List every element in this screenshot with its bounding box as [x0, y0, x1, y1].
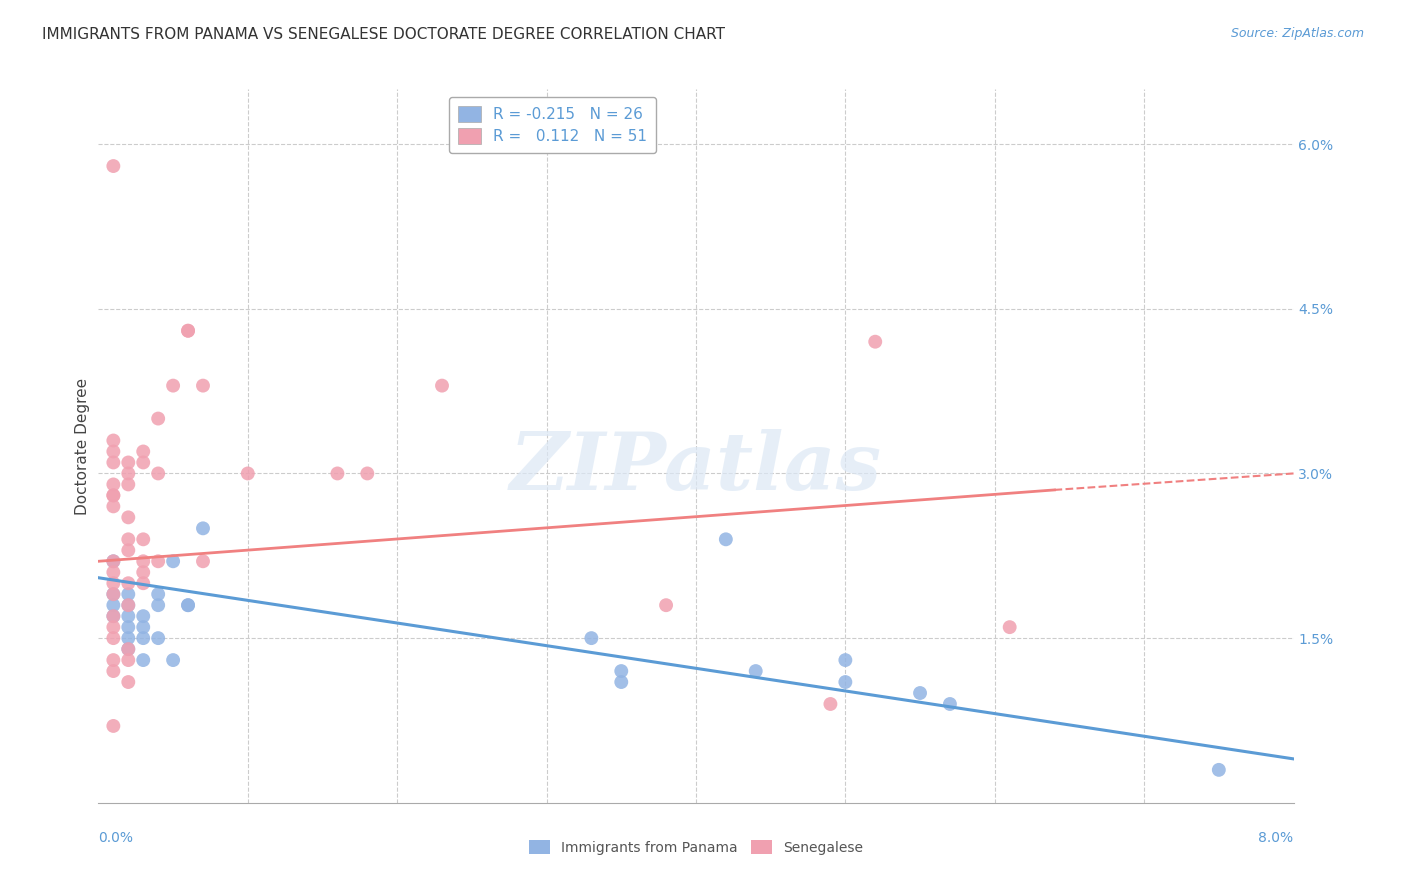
Point: [103, 653, 125, 667]
Point: [103, 159, 125, 173]
Point: [132, 554, 155, 568]
Point: [610, 675, 633, 690]
Point: [132, 620, 155, 634]
Point: [103, 609, 125, 624]
Point: [326, 467, 349, 481]
Y-axis label: Doctorate Degree: Doctorate Degree: [75, 377, 90, 515]
Point: [117, 543, 139, 558]
Point: [117, 620, 139, 634]
Text: ZIPatlas: ZIPatlas: [510, 429, 882, 506]
Point: [103, 587, 125, 601]
Point: [103, 664, 125, 678]
Point: [103, 455, 125, 469]
Point: [103, 434, 125, 448]
Point: [132, 609, 155, 624]
Text: 0.0%: 0.0%: [98, 831, 134, 846]
Point: [356, 467, 378, 481]
Point: [103, 500, 125, 514]
Point: [132, 533, 155, 547]
Point: [117, 598, 139, 612]
Point: [117, 642, 139, 657]
Point: [939, 697, 962, 711]
Point: [834, 653, 856, 667]
Point: [191, 378, 214, 392]
Point: [148, 598, 170, 612]
Point: [162, 554, 184, 568]
Point: [745, 664, 768, 678]
Point: [191, 554, 214, 568]
Point: [103, 488, 125, 502]
Point: [177, 324, 200, 338]
Point: [834, 675, 856, 690]
Point: [117, 642, 139, 657]
Point: [177, 598, 200, 612]
Point: [103, 477, 125, 491]
Text: Source: ZipAtlas.com: Source: ZipAtlas.com: [1230, 27, 1364, 40]
Point: [132, 576, 155, 591]
Text: IMMIGRANTS FROM PANAMA VS SENEGALESE DOCTORATE DEGREE CORRELATION CHART: IMMIGRANTS FROM PANAMA VS SENEGALESE DOC…: [42, 27, 725, 42]
Point: [103, 719, 125, 733]
Point: [103, 631, 125, 645]
Point: [117, 598, 139, 612]
Point: [117, 675, 139, 690]
Point: [177, 598, 200, 612]
Point: [132, 631, 155, 645]
Point: [714, 533, 737, 547]
Point: [148, 587, 170, 601]
Point: [162, 378, 184, 392]
Point: [820, 697, 842, 711]
Point: [1208, 763, 1230, 777]
Point: [132, 653, 155, 667]
Point: [132, 444, 155, 458]
Point: [148, 411, 170, 425]
Point: [117, 510, 139, 524]
Point: [103, 488, 125, 502]
Legend: Immigrants from Panama, Senegalese: Immigrants from Panama, Senegalese: [523, 834, 869, 860]
Point: [103, 576, 125, 591]
Point: [103, 620, 125, 634]
Point: [117, 533, 139, 547]
Point: [148, 631, 170, 645]
Point: [998, 620, 1021, 634]
Text: 8.0%: 8.0%: [1258, 831, 1294, 846]
Point: [117, 477, 139, 491]
Point: [103, 566, 125, 580]
Point: [103, 609, 125, 624]
Point: [236, 467, 259, 481]
Point: [581, 631, 603, 645]
Point: [103, 598, 125, 612]
Point: [610, 664, 633, 678]
Point: [103, 554, 125, 568]
Point: [863, 334, 886, 349]
Point: [177, 324, 200, 338]
Point: [117, 631, 139, 645]
Point: [162, 653, 184, 667]
Point: [148, 554, 170, 568]
Point: [117, 653, 139, 667]
Point: [117, 609, 139, 624]
Point: [191, 521, 214, 535]
Point: [908, 686, 931, 700]
Point: [117, 467, 139, 481]
Point: [132, 566, 155, 580]
Point: [103, 587, 125, 601]
Point: [117, 455, 139, 469]
Point: [103, 554, 125, 568]
Point: [103, 444, 125, 458]
Point: [132, 455, 155, 469]
Point: [117, 587, 139, 601]
Point: [430, 378, 453, 392]
Point: [117, 576, 139, 591]
Point: [655, 598, 678, 612]
Point: [148, 467, 170, 481]
